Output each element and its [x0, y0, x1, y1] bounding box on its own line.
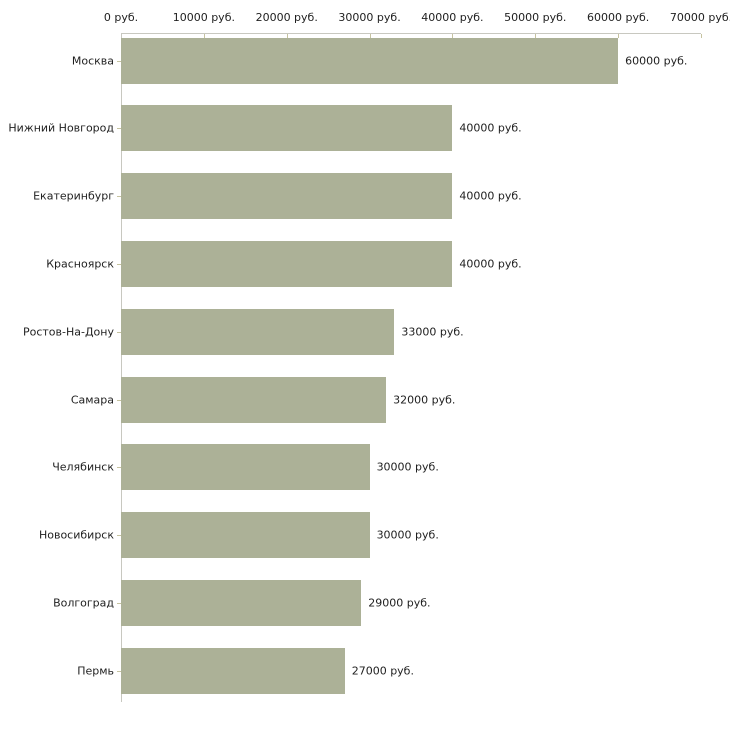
- x-tick-mark: [618, 34, 620, 38]
- value-label: 30000 руб.: [376, 460, 439, 474]
- y-tick-mark: [117, 61, 121, 62]
- bar: [121, 240, 453, 287]
- bar: [121, 308, 395, 355]
- x-tick-mark: [452, 34, 454, 38]
- category-label: Москва: [71, 54, 114, 67]
- category-label: Самара: [70, 393, 114, 406]
- category-label: Волгоград: [53, 596, 114, 610]
- value-label: 27000 руб.: [351, 664, 414, 678]
- value-label: 30000 руб.: [376, 528, 439, 542]
- bar: [121, 444, 370, 491]
- y-tick-mark: [117, 535, 121, 536]
- category-label: Красноярск: [46, 257, 114, 271]
- bar: [121, 647, 345, 694]
- value-label: 32000 руб.: [393, 393, 456, 406]
- category-label: Новосибирск: [38, 528, 114, 542]
- x-tick-mark: [286, 34, 288, 38]
- category-label: Челябинск: [52, 460, 114, 474]
- y-tick-mark: [117, 400, 121, 401]
- value-label: 40000 руб.: [459, 257, 522, 271]
- y-tick-mark: [117, 264, 121, 265]
- category-label: Екатеринбург: [33, 189, 114, 203]
- x-tick-mark: [701, 34, 702, 38]
- bar: [121, 105, 453, 152]
- x-tick-mark: [369, 34, 371, 38]
- x-tick-label: 0 руб.: [103, 11, 139, 24]
- x-axis-line: [121, 33, 701, 34]
- bar: [121, 173, 453, 220]
- y-tick-mark: [117, 671, 121, 672]
- bar: [121, 512, 370, 559]
- x-tick-label: 50000 руб.: [504, 11, 567, 24]
- value-label: 40000 руб.: [459, 189, 522, 203]
- x-tick-label: 40000 руб.: [421, 11, 484, 24]
- x-tick-label: 30000 руб.: [338, 11, 401, 24]
- category-label: Ростов-На-Дону: [22, 325, 114, 339]
- y-tick-mark: [117, 128, 121, 129]
- value-label: 60000 руб.: [625, 54, 688, 67]
- x-tick-label: 20000 руб.: [255, 11, 318, 24]
- x-tick-mark: [535, 34, 537, 38]
- value-label: 29000 руб.: [368, 596, 431, 610]
- x-tick-mark: [203, 34, 205, 38]
- y-axis-line: [121, 33, 122, 702]
- bar: [121, 579, 362, 626]
- y-tick-mark: [117, 196, 121, 197]
- bar: [121, 376, 387, 423]
- y-tick-mark: [117, 603, 121, 604]
- x-tick-label: 70000 руб.: [669, 11, 730, 24]
- x-tick-label: 60000 руб.: [587, 11, 650, 24]
- x-tick-label: 10000 руб.: [172, 11, 235, 24]
- category-label: Пермь: [77, 664, 114, 678]
- category-label: Нижний Новгород: [8, 121, 114, 135]
- value-label: 40000 руб.: [459, 121, 522, 135]
- bar: [121, 37, 619, 84]
- y-tick-mark: [117, 467, 121, 468]
- value-label: 33000 руб.: [401, 325, 464, 339]
- y-tick-mark: [117, 332, 121, 333]
